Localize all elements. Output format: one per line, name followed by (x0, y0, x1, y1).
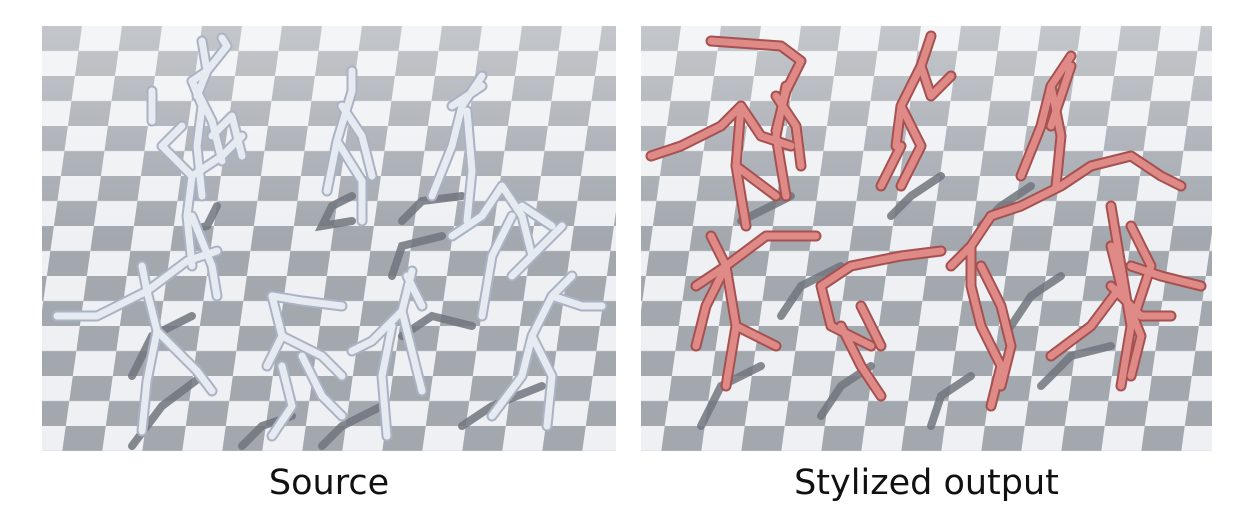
source-scene (42, 26, 616, 451)
stylized-output-caption: Stylized output (794, 463, 1059, 503)
source-render-panel (42, 26, 616, 451)
figure-shadows (128, 192, 546, 450)
source-caption: Source (268, 463, 390, 503)
stylized-scene (641, 26, 1212, 451)
stylized-render-panel (641, 26, 1212, 451)
